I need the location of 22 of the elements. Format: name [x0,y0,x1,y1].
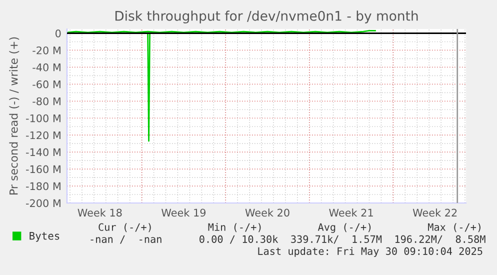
x-tick-label: Week 19 [162,208,206,217]
text: Last update: Fri May 30 09:10:04 2025 [258,247,482,257]
text: -nan / -nan 0.00 / 10.30k 339.71k/ 1.57M 196.22M/ 8.58M [90,235,486,244]
legend-label: Bytes [30,232,60,242]
y-tick-label: -80 M [32,97,60,106]
chart-title: Disk throughput for /dev/nvme0n1 - by month [115,10,418,24]
y-tick-label: 0 [56,29,61,38]
x-tick-label: Week 21 [329,208,373,217]
text: Cur (-/+) Min (-/+) Avg (-/+) Max (-/+) [98,223,480,233]
y-tick-label: -200 M [26,199,60,208]
y-axis-title: Pr second read (-) / write (+) [9,37,20,195]
y-tick-label: -120 M [26,131,60,140]
y-tick-label: -160 M [26,165,60,174]
y-tick-label: -20 M [32,46,60,54]
y-tick-label: -40 M [32,63,60,72]
x-tick-label: Week 20 [245,208,290,217]
y-tick-label: -140 M [26,148,60,156]
y-tick-label: -100 M [26,114,60,122]
x-tick-label: Week 18 [78,208,122,217]
y-tick-label: -60 M [32,80,60,88]
x-tick-label: Week 22 [412,208,457,217]
y-tick-label: -180 M [26,182,60,190]
